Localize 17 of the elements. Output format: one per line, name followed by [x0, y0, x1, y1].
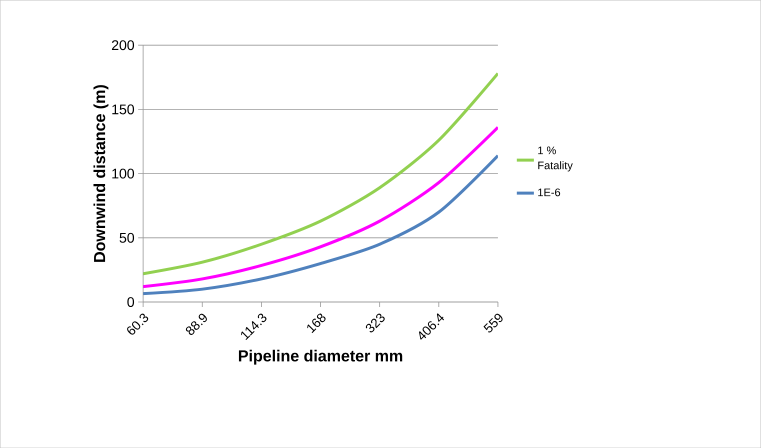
x-axis-title: Pipeline diameter mm — [238, 350, 402, 365]
legend-label: 1E-6 — [538, 188, 560, 196]
x-tick-label: 168 — [307, 313, 326, 333]
y-axis-title: Downwind distance (m) — [93, 85, 108, 262]
y-tick-label: 100 — [112, 168, 134, 178]
y-tick-label: 200 — [112, 40, 134, 50]
line-series — [143, 72, 498, 276]
legend-label: 1 % Fatality — [538, 146, 573, 172]
x-tick-label: 88.9 — [186, 314, 207, 335]
x-tick-label: 323 — [366, 313, 385, 332]
line-series — [143, 154, 498, 296]
y-tick-label: 0 — [127, 296, 134, 307]
line-series — [143, 126, 498, 288]
y-tick-label: 150 — [112, 104, 134, 114]
x-tick-label: 559 — [483, 314, 503, 332]
y-tick-label: 50 — [120, 232, 134, 243]
x-tick-label: 60.3 — [127, 313, 148, 335]
